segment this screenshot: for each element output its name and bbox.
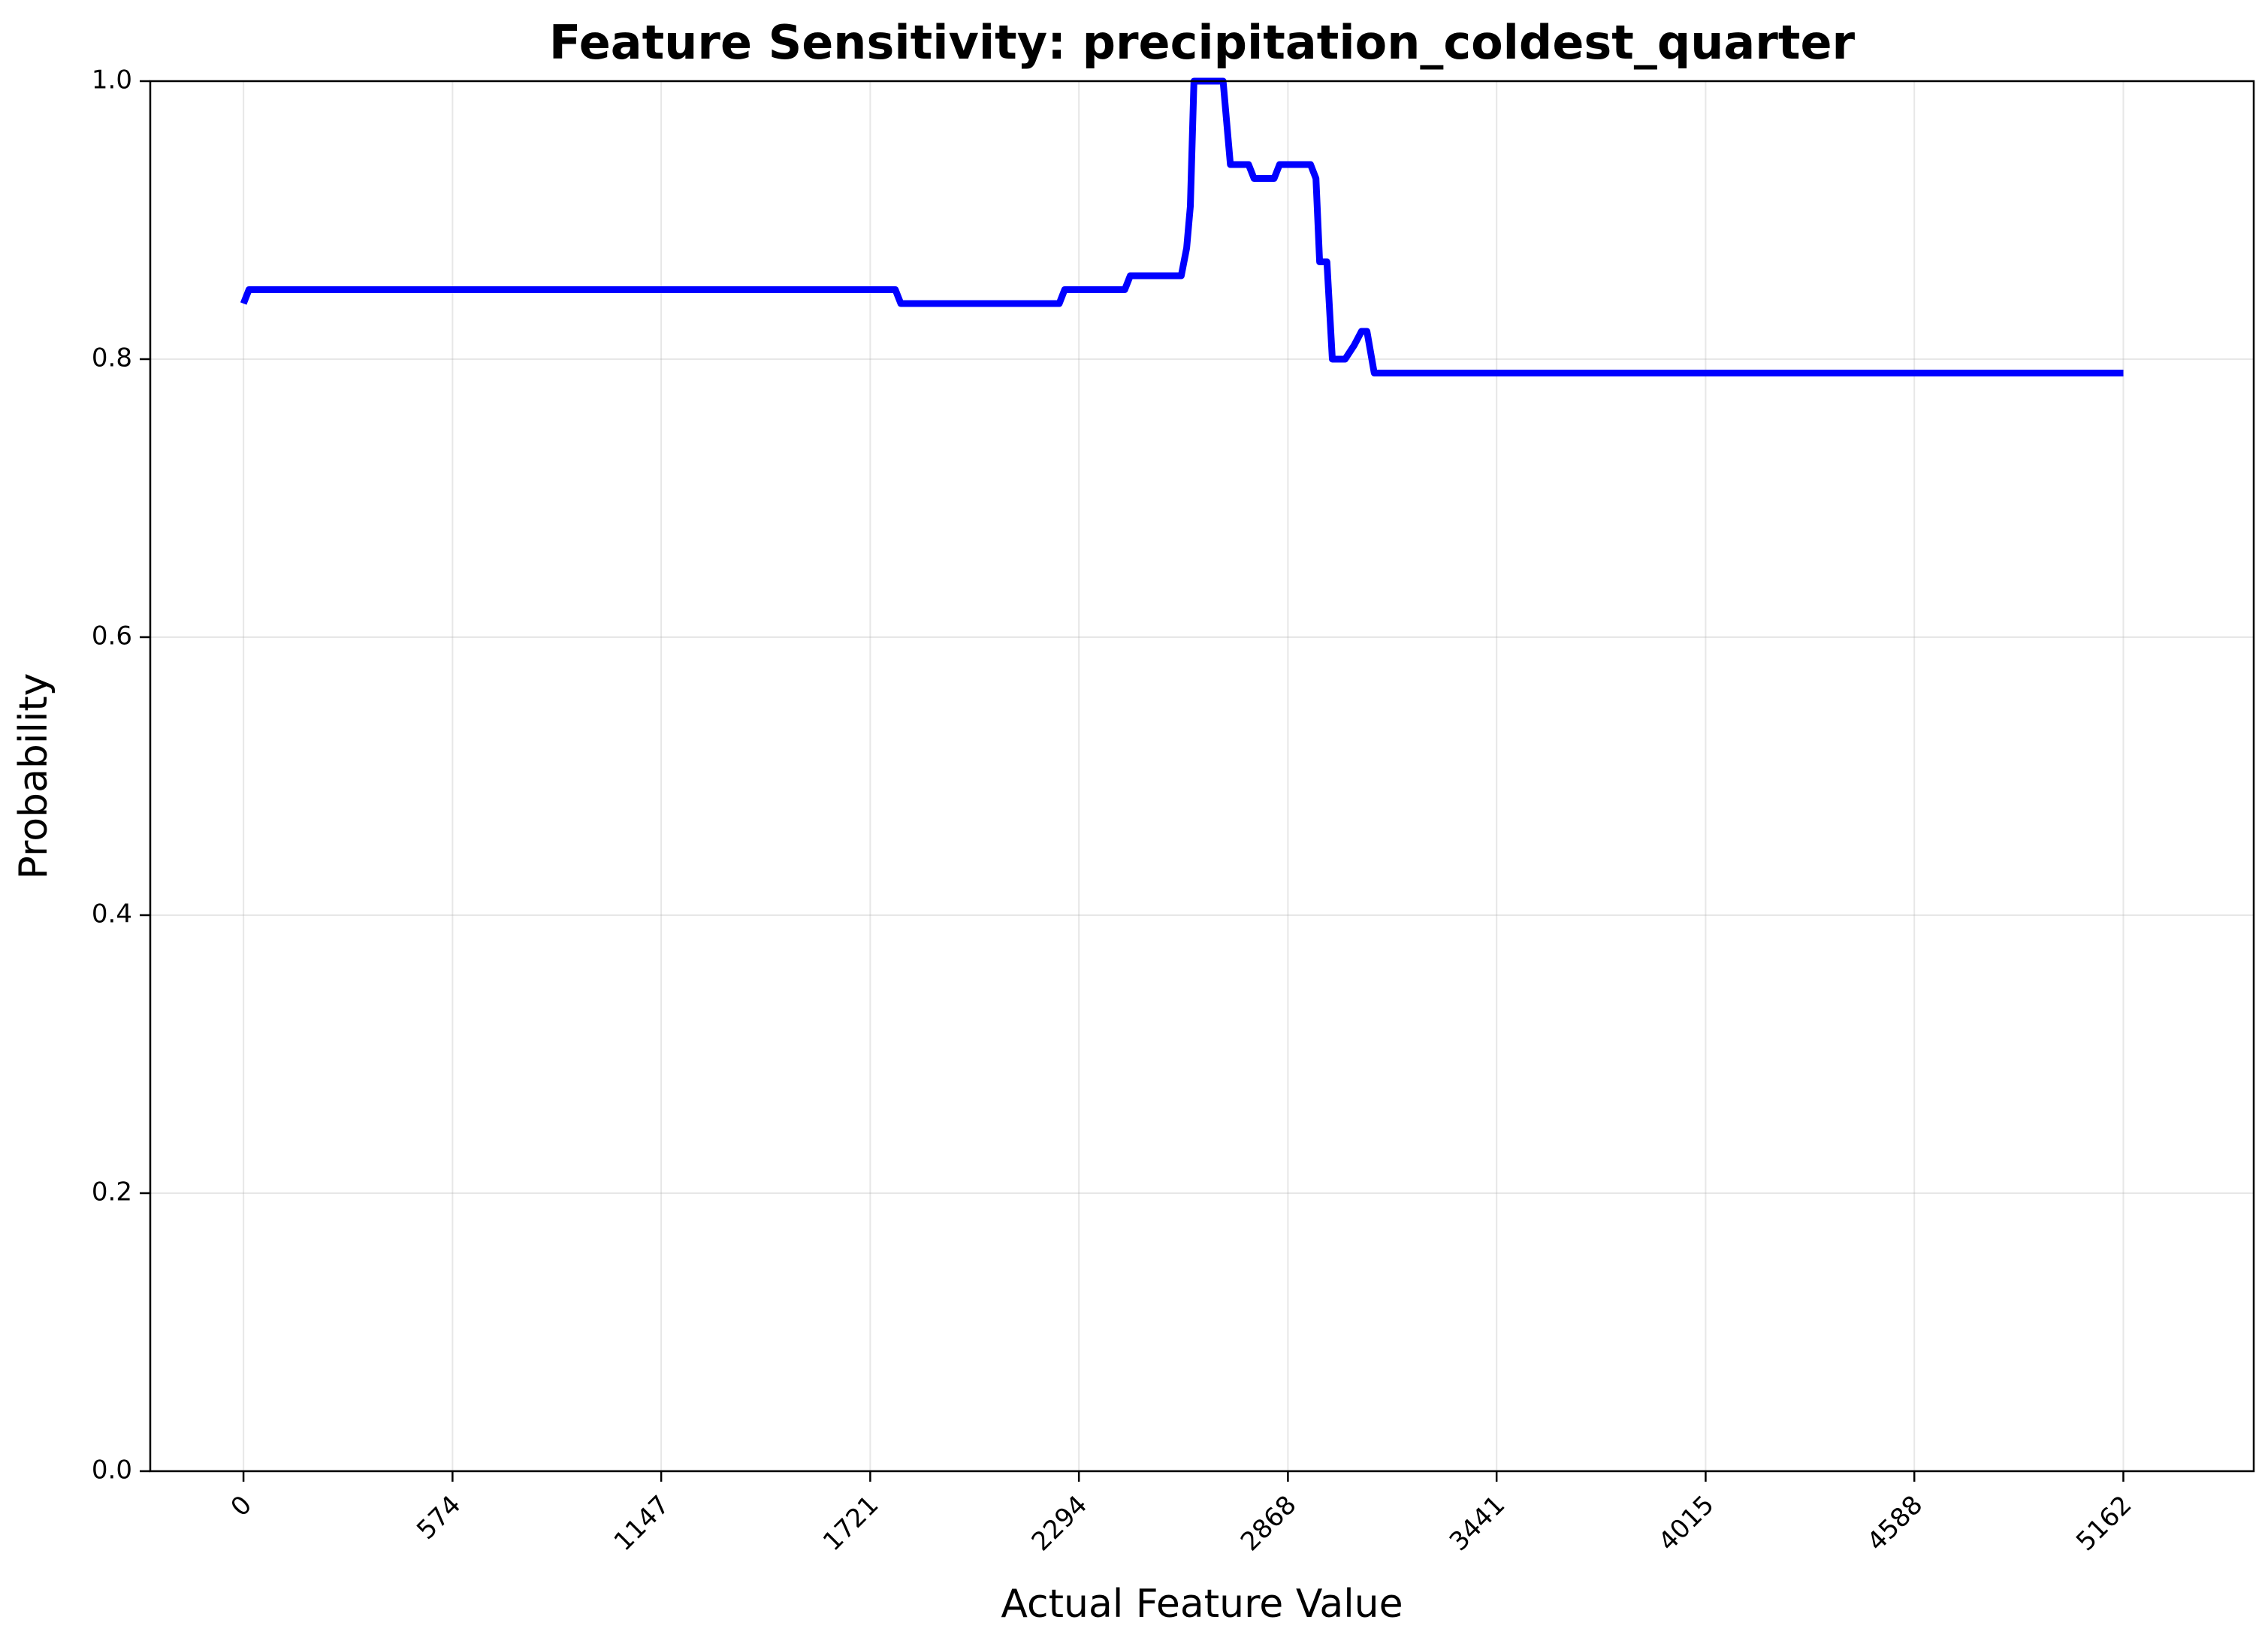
y-tick-label: 0.6 <box>92 621 132 651</box>
x-axis-label: Actual Feature Value <box>1001 1582 1403 1627</box>
series-line <box>240 77 2124 376</box>
y-axis-label: Probability <box>11 673 56 880</box>
y-tick-label: 0.0 <box>92 1455 132 1485</box>
y-tick-label: 1.0 <box>92 65 132 95</box>
data-layer <box>240 77 2124 376</box>
y-tick-label: 0.2 <box>92 1177 132 1207</box>
plot-frame <box>149 80 2255 1473</box>
y-tick-label: 0.4 <box>92 899 132 929</box>
chart-title: Feature Sensitivity: precipitation_colde… <box>549 15 1856 70</box>
y-tick-label: 0.8 <box>92 343 132 373</box>
